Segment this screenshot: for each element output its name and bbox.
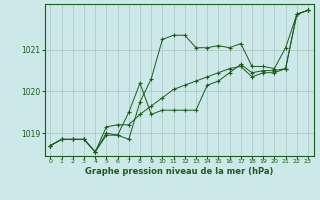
- X-axis label: Graphe pression niveau de la mer (hPa): Graphe pression niveau de la mer (hPa): [85, 167, 273, 176]
